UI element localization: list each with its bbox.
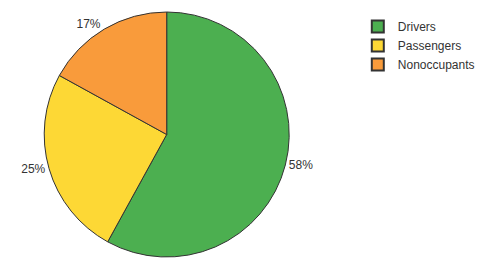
svg-text:58%: 58%: [289, 158, 313, 172]
svg-text:25%: 25%: [21, 162, 45, 176]
svg-text:Passengers: Passengers: [398, 39, 461, 53]
svg-text:Drivers: Drivers: [398, 20, 436, 34]
svg-text:Nonoccupants: Nonoccupants: [398, 58, 475, 72]
svg-text:17%: 17%: [76, 17, 100, 31]
